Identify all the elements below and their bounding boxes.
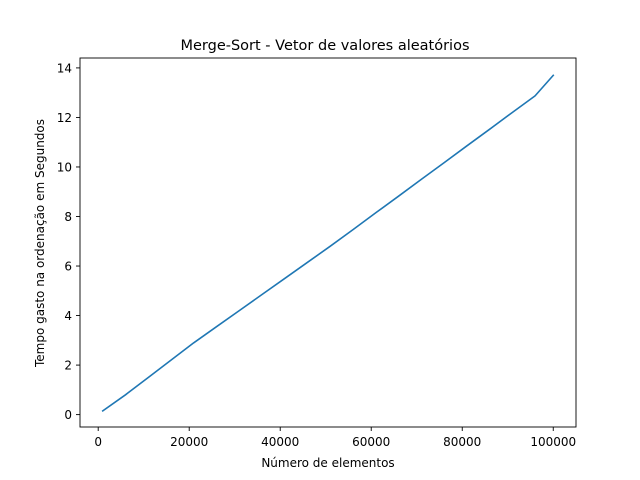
y-tick-label: 10 bbox=[57, 160, 72, 174]
y-tick-label: 8 bbox=[64, 210, 72, 224]
x-tick-label: 20000 bbox=[170, 435, 208, 449]
x-tick-label: 80000 bbox=[443, 435, 481, 449]
y-tick-label: 2 bbox=[64, 359, 72, 373]
plot-area: 0 20000 40000 60000 80000 100000 0 2 4 6 8 10 12 14 bbox=[57, 57, 577, 449]
x-tick-label: 60000 bbox=[352, 435, 390, 449]
x-tick-label: 0 bbox=[94, 435, 102, 449]
series-line bbox=[101, 74, 555, 413]
y-tick-label: 6 bbox=[64, 260, 72, 274]
x-axis-label: Número de elementos bbox=[261, 456, 394, 470]
y-axis-label: Tempo gasto na ordenação em Segundos bbox=[33, 119, 47, 368]
x-tick-label: 40000 bbox=[261, 435, 299, 449]
y-tick-label: 14 bbox=[57, 61, 72, 75]
x-tick-label: 100000 bbox=[530, 435, 576, 449]
y-tick-label: 4 bbox=[64, 309, 72, 323]
axes-frame bbox=[79, 57, 577, 428]
chart-title: Merge-Sort - Vetor de valores aleatórios bbox=[180, 38, 469, 54]
y-tick-label: 0 bbox=[64, 408, 72, 422]
y-tick-label: 12 bbox=[57, 111, 72, 125]
